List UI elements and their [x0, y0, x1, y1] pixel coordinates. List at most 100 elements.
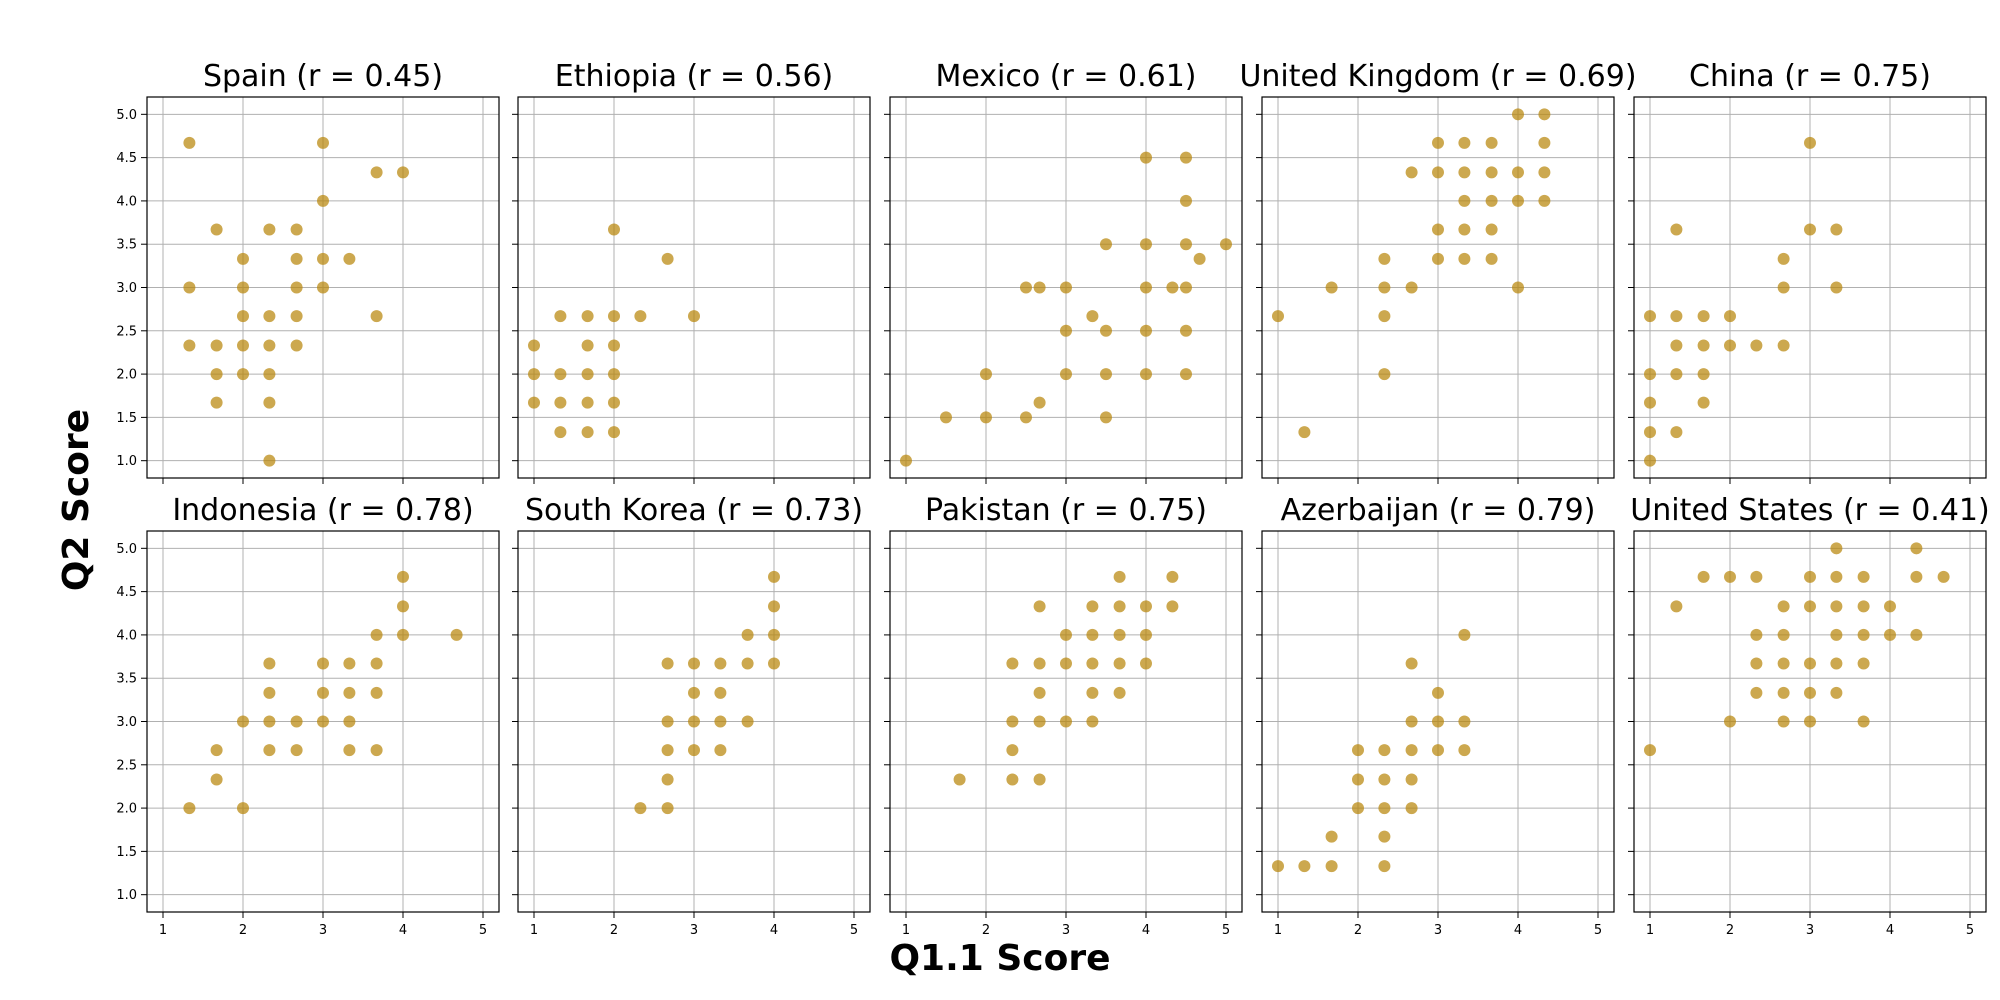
data-point — [1100, 368, 1112, 381]
data-point — [1804, 136, 1816, 149]
y-tick-label: 5.0 — [116, 542, 137, 557]
data-point — [263, 368, 276, 381]
scatter-panel: 1.0 1.5 2.0 2.5 3.0 3.5 4.0 4.5 5.0 Spain (r = 0.… — [116, 59, 500, 484]
data-point — [1272, 310, 1284, 323]
data-point — [661, 773, 674, 786]
data-point — [980, 411, 992, 424]
data-point — [263, 686, 276, 699]
data-point — [317, 686, 329, 699]
x-tick-label: 5 — [1222, 923, 1230, 938]
data-point — [741, 628, 754, 641]
data-point — [1857, 600, 1870, 613]
data-point — [581, 310, 594, 323]
data-point — [1830, 657, 1843, 670]
data-point — [688, 744, 700, 757]
data-point — [1830, 600, 1843, 613]
data-point — [1086, 715, 1099, 728]
data-point — [317, 136, 329, 149]
data-point — [237, 715, 249, 728]
x-tick-label: 4 — [1886, 923, 1894, 938]
data-point — [1180, 238, 1192, 251]
data-point — [317, 252, 329, 265]
data-point — [1378, 773, 1391, 786]
data-point — [263, 454, 276, 467]
data-point — [1033, 715, 1046, 728]
y-tick-label: 4.5 — [116, 151, 137, 166]
data-point — [1180, 151, 1192, 164]
data-point — [1432, 715, 1444, 728]
data-point — [900, 454, 912, 467]
data-point — [1777, 686, 1790, 699]
data-point — [528, 368, 540, 381]
x-tick-label: 3 — [1806, 923, 1814, 938]
data-point — [1538, 136, 1551, 149]
data-point — [1670, 339, 1683, 352]
data-point — [397, 570, 409, 583]
data-point — [1458, 223, 1471, 236]
data-point — [1458, 715, 1471, 728]
data-point — [370, 686, 383, 699]
panel-title: United States (r = 0.41) — [1630, 493, 1989, 528]
data-point — [1884, 628, 1896, 641]
data-point — [528, 339, 540, 352]
data-point — [714, 657, 727, 670]
data-point — [290, 744, 303, 757]
data-point — [661, 715, 674, 728]
data-point — [1060, 281, 1072, 294]
data-point — [1405, 773, 1418, 786]
x-tick-label: 3 — [1434, 923, 1442, 938]
data-point — [1724, 339, 1736, 352]
panel-title: Indonesia (r = 0.78) — [172, 493, 473, 528]
data-point — [210, 744, 223, 757]
data-point — [1140, 238, 1152, 251]
data-point — [1140, 324, 1152, 337]
data-point — [1378, 310, 1391, 323]
data-point — [317, 657, 329, 670]
data-point — [1272, 860, 1284, 873]
data-point — [237, 802, 249, 815]
data-point — [1020, 411, 1032, 424]
data-point — [183, 281, 196, 294]
data-point — [1538, 166, 1551, 179]
data-point — [661, 657, 674, 670]
x-tick-label: 4 — [1142, 923, 1150, 938]
panel-title: Mexico (r = 0.61) — [935, 59, 1196, 94]
data-point — [1777, 339, 1790, 352]
data-point — [1485, 194, 1498, 207]
data-point — [1857, 657, 1870, 670]
data-point — [263, 744, 276, 757]
x-tick-label: 1 — [902, 923, 910, 938]
data-point — [1538, 194, 1551, 207]
y-tick-label: 3.5 — [116, 238, 137, 253]
data-point — [1644, 744, 1656, 757]
data-point — [1804, 686, 1816, 699]
data-point — [1033, 396, 1046, 409]
data-point — [1180, 324, 1192, 337]
data-point — [1644, 396, 1656, 409]
data-point — [370, 744, 383, 757]
data-point — [1432, 136, 1444, 149]
data-point — [1432, 252, 1444, 265]
data-point — [317, 281, 329, 294]
data-point — [1113, 570, 1126, 583]
data-point — [1325, 860, 1338, 873]
data-point — [1180, 368, 1192, 381]
x-tick-label: 3 — [690, 923, 698, 938]
scatter-panel: 1 2 3 4 5 United States (r = 0.41) — [1628, 493, 1990, 938]
data-point — [1697, 396, 1710, 409]
x-tick-label: 2 — [610, 923, 618, 938]
data-point — [688, 310, 700, 323]
data-point — [1538, 108, 1551, 121]
y-tick-label: 2.5 — [116, 324, 137, 339]
data-point — [343, 744, 356, 757]
data-point — [1006, 715, 1019, 728]
data-point — [1750, 657, 1763, 670]
data-point — [1777, 628, 1790, 641]
data-point — [1750, 339, 1763, 352]
data-point — [1405, 281, 1418, 294]
data-point — [1432, 744, 1444, 757]
data-point — [940, 411, 952, 424]
data-point — [1697, 310, 1710, 323]
x-tick-label: 2 — [239, 923, 247, 938]
data-point — [1352, 744, 1364, 757]
